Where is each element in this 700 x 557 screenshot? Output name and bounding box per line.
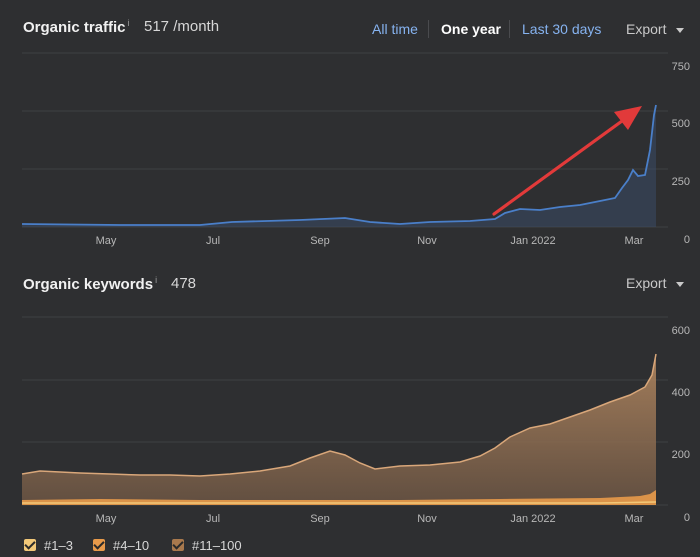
checkbox-icon[interactable] xyxy=(24,539,36,551)
traffic-area xyxy=(22,105,656,227)
keywords-x-label: May xyxy=(96,513,117,525)
keywords-x-label: Mar xyxy=(625,513,644,525)
keywords-x-label: Jan 2022 xyxy=(510,513,555,525)
traffic-chart: 750 500 250 0 May Jul Sep Nov Jan 2022 M… xyxy=(21,52,690,247)
traffic-line xyxy=(21,104,657,226)
traffic-x-label: Nov xyxy=(417,235,437,247)
keywords-line-1-3 xyxy=(22,501,657,504)
traffic-title: Organic traffic i xyxy=(23,18,130,36)
range-one-year[interactable]: One year xyxy=(441,21,501,37)
traffic-y-tick: 500 xyxy=(672,118,690,130)
traffic-x-label: Mar xyxy=(625,235,644,247)
range-last-30-days[interactable]: Last 30 days xyxy=(522,21,602,37)
keywords-y-tick: 400 xyxy=(672,387,690,399)
keywords-chart: 600 400 200 0 May Jul Sep Nov Jan 2022 M… xyxy=(21,316,690,525)
traffic-x-label: Jan 2022 xyxy=(510,235,555,247)
keywords-title: Organic keywords i xyxy=(23,275,158,293)
traffic-y-tick: 750 xyxy=(672,61,690,73)
keywords-y-tick: 200 xyxy=(672,449,690,461)
traffic-header: Organic traffic i 517 /month All time One… xyxy=(0,0,700,52)
traffic-value: 517 /month xyxy=(144,18,220,35)
organic-keywords-panel: Organic keywords i 478 Export xyxy=(0,262,700,557)
legend-item-4-10[interactable]: #4–10 xyxy=(93,536,149,554)
range-all-time[interactable]: All time xyxy=(372,21,418,37)
checkbox-icon[interactable] xyxy=(93,539,105,551)
traffic-x-label: Jul xyxy=(206,235,220,247)
keywords-x-label: Jul xyxy=(206,513,220,525)
traffic-x-label: May xyxy=(96,235,117,247)
traffic-x-label: Sep xyxy=(310,235,330,247)
red-arrow-annotation xyxy=(492,106,642,216)
keywords-value: 478 xyxy=(171,275,197,292)
traffic-y-tick: 0 xyxy=(684,234,690,246)
keywords-line-11-100 xyxy=(21,353,657,477)
legend-item-1-3[interactable]: #1–3 xyxy=(24,536,73,554)
keywords-x-label: Nov xyxy=(417,513,437,525)
traffic-info-icon[interactable]: i xyxy=(127,18,130,28)
traffic-y-tick: 250 xyxy=(672,176,690,188)
legend-label: #4–10 xyxy=(113,537,150,553)
range-separator xyxy=(428,20,429,38)
legend-label: #11–100 xyxy=(192,537,242,553)
keywords-area-11-100 xyxy=(22,354,656,505)
legend-label: #1–3 xyxy=(44,537,73,553)
chevron-down-icon xyxy=(676,27,685,33)
keywords-area-4-10 xyxy=(22,490,656,505)
chevron-down-icon xyxy=(676,281,685,287)
legend-item-11-100[interactable]: #11–100 xyxy=(172,536,242,554)
keywords-y-tick: 0 xyxy=(684,512,690,524)
organic-traffic-panel: Organic traffic i 517 /month All time One… xyxy=(0,0,700,250)
keywords-export-button[interactable]: Export xyxy=(626,275,685,291)
range-separator xyxy=(509,20,510,38)
checkbox-icon[interactable] xyxy=(172,539,184,551)
keywords-info-icon[interactable]: i xyxy=(155,275,158,285)
traffic-grid xyxy=(22,52,668,228)
keywords-x-label: Sep xyxy=(310,513,330,525)
keywords-y-tick: 600 xyxy=(672,325,690,337)
traffic-export-button[interactable]: Export xyxy=(626,21,685,37)
